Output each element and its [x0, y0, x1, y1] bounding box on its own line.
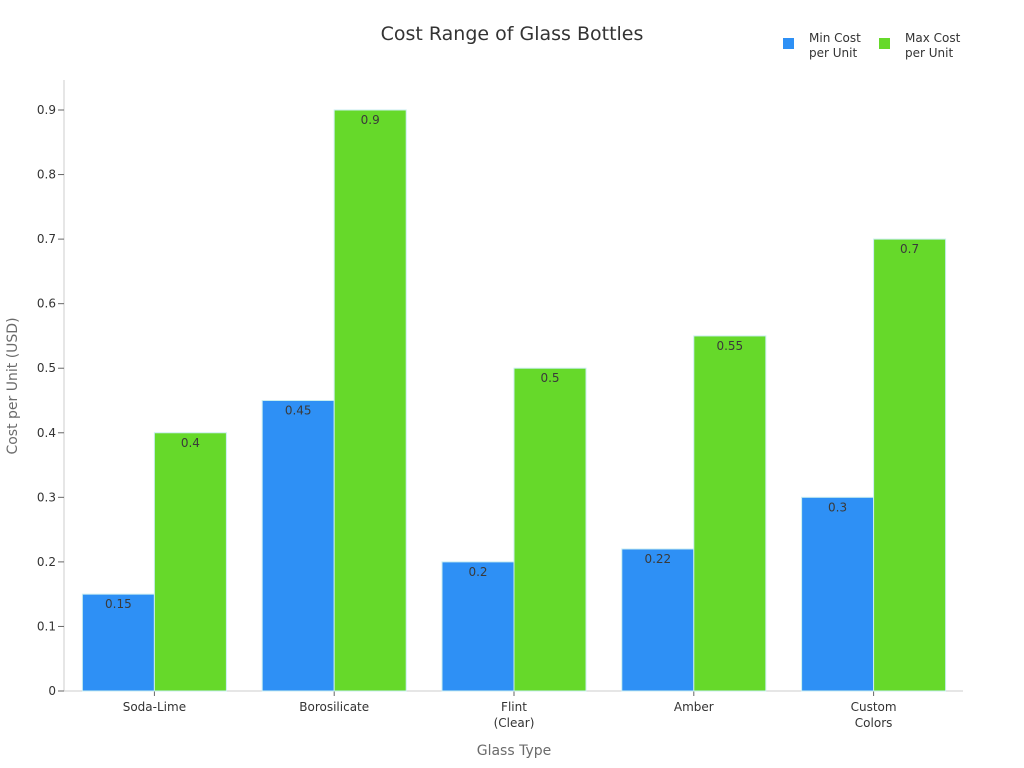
x-tick-label: Borosilicate [299, 700, 369, 714]
x-axis-title: Glass Type [477, 743, 552, 759]
x-tick-label-line: (Clear) [494, 716, 535, 730]
y-tick-label: 0.2 [37, 555, 56, 569]
x-tick-label: Flint (Clear) [494, 700, 535, 730]
bar-data-label: 0.45 [285, 404, 312, 418]
legend-label-line: per Unit [809, 46, 857, 60]
y-tick-label: 0.7 [37, 232, 56, 246]
y-tick-label: 0.5 [37, 361, 56, 375]
bar-max-cost [693, 335, 767, 692]
bar-max-cost [333, 109, 407, 692]
legend-swatch [783, 38, 794, 49]
y-tick-label: 0.6 [37, 297, 56, 311]
bar-data-label: 0.9 [361, 113, 380, 127]
bar-min-cost [801, 496, 875, 692]
y-tick-label: 0.1 [37, 619, 56, 633]
x-tick-label: Custom Colors [851, 700, 897, 730]
legend-label-line: Max Cost [905, 31, 961, 45]
legend-label: Max Cost per Unit [905, 31, 961, 60]
bar-max-cost [513, 367, 587, 692]
y-tick-label: 0.8 [37, 168, 56, 182]
bar-data-label: 0.5 [540, 371, 559, 385]
x-axis: Soda-Lime Borosilicate Flint (Clear) Amber Cu… [64, 690, 963, 730]
y-axis-title: Cost per Unit (USD) [5, 317, 21, 454]
bar-data-label: 0.2 [468, 565, 487, 579]
bar-min-cost [81, 593, 155, 692]
bar-data-label: 0.15 [105, 597, 132, 611]
legend-label-line: Min Cost [809, 31, 861, 45]
y-axis: 0 0.1 0.2 0.3 0.4 0.5 0.6 0.7 0.8 0.9 [37, 80, 65, 698]
bar-min-cost [621, 548, 695, 692]
x-tick-label-line: Flint [501, 700, 527, 714]
y-tick-label: 0.3 [37, 490, 56, 504]
chart-title: Cost Range of Glass Bottles [381, 23, 644, 45]
y-tick-label: 0.9 [37, 103, 56, 117]
x-tick-label-line: Amber [674, 700, 714, 714]
x-tick-label-line: Colors [855, 716, 893, 730]
legend-label: Min Cost per Unit [809, 31, 861, 60]
y-tick-label: 0.4 [37, 426, 56, 440]
legend-swatch [879, 38, 890, 49]
bar-data-label: 0.22 [644, 552, 671, 566]
bar-data-label: 0.7 [900, 242, 919, 256]
x-tick-label-line: Soda-Lime [123, 700, 186, 714]
x-tick-label-line: Custom [851, 700, 897, 714]
legend-label-line: per Unit [905, 46, 953, 60]
bar-data-label: 0.4 [181, 436, 200, 450]
y-tick-label: 0 [48, 684, 56, 698]
x-tick-label-line: Borosilicate [299, 700, 369, 714]
bar-min-cost [261, 400, 335, 692]
x-tick-label: Soda-Lime [123, 700, 186, 714]
bar-max-cost [873, 238, 947, 692]
bar-data-label: 0.55 [716, 339, 743, 353]
bars: 0.15 0.4 0.45 0.9 0.2 0.5 0.22 0.55 0.3 0.7 [81, 109, 947, 692]
x-tick-label: Amber [674, 700, 714, 714]
bar-data-label: 0.3 [828, 500, 847, 514]
bar-min-cost [441, 561, 515, 692]
bar-max-cost [153, 432, 227, 692]
